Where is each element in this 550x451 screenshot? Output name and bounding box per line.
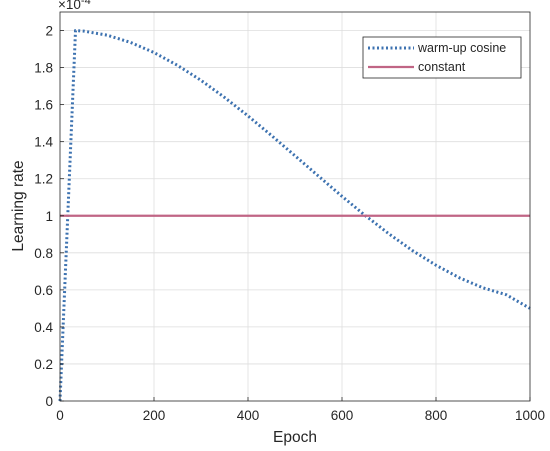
x-tick-label: 200	[143, 408, 166, 423]
y-tick-label: 1.4	[34, 135, 53, 150]
y-axis-label: Learning rate	[10, 160, 27, 251]
y-tick-label: 1.8	[34, 61, 53, 76]
y-tick-label: 1	[45, 209, 53, 224]
series-layer	[58, 29, 531, 402]
y-tick-label: 1.2	[34, 172, 53, 187]
x-axis-label: Epoch	[273, 429, 317, 446]
legend-label-warmup: warm-up cosine	[417, 41, 506, 55]
y-tick-label: 2	[45, 24, 53, 39]
legend-label-constant: constant	[418, 60, 466, 74]
x-tick-label: 400	[237, 408, 260, 423]
series-line-warmup-cosine	[58, 29, 531, 402]
y-tick-label: 0.6	[34, 283, 53, 298]
plot-frame	[59, 11, 531, 402]
legend: warm-up cosine constant	[362, 36, 522, 79]
legend-box	[362, 36, 522, 79]
x-tick-label: 0	[56, 408, 64, 423]
y-tick-label: 1.6	[34, 98, 53, 113]
x-axis: 0 200 400 600 800 1000	[56, 397, 545, 423]
y-tick-label: 0.2	[34, 357, 53, 372]
y-tick-label: 0	[45, 394, 53, 409]
y-axis-exponent-power: -4	[81, 0, 91, 7]
x-tick-label: 800	[425, 408, 448, 423]
y-axis: 0 0.2 0.4 0.6 0.8 1 1.2 1.4 1.6 1.8 2	[34, 24, 64, 409]
x-tick-label: 600	[331, 408, 354, 423]
x-tick-label: 1000	[515, 408, 545, 423]
y-tick-label: 0.4	[34, 320, 53, 335]
y-axis-exponent: ×10-4	[58, 0, 91, 12]
y-tick-label: 0.8	[34, 246, 53, 261]
